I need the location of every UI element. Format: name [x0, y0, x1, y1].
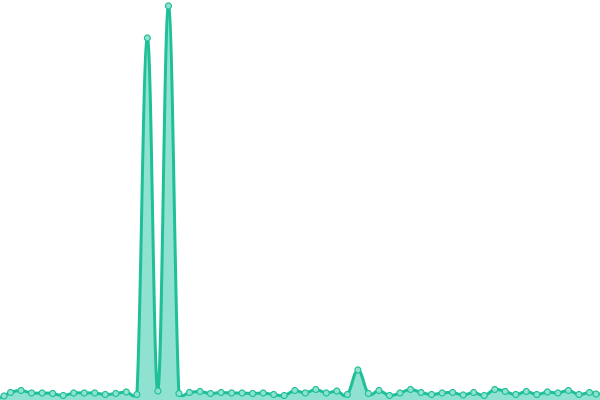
data-point	[438, 389, 446, 397]
data-point	[185, 388, 194, 397]
data-point	[175, 389, 183, 398]
data-point	[333, 387, 341, 395]
data-point	[227, 389, 236, 397]
data-point	[543, 388, 551, 396]
data-point	[343, 390, 351, 399]
data-point	[396, 389, 404, 397]
data-point	[491, 385, 499, 394]
data-point	[196, 387, 204, 396]
data-point	[354, 366, 362, 374]
data-point	[80, 389, 88, 397]
data-point	[270, 390, 278, 399]
data-point	[6, 388, 15, 397]
data-point	[533, 390, 541, 399]
data-point	[406, 385, 415, 394]
data-point	[592, 390, 600, 398]
data-point	[70, 389, 78, 397]
data-point	[522, 387, 530, 396]
data-point	[101, 390, 109, 399]
data-point	[470, 388, 478, 397]
data-point	[449, 388, 457, 397]
data-point	[206, 389, 215, 398]
data-point	[38, 389, 46, 397]
data-point	[59, 391, 67, 400]
data-point	[217, 388, 225, 397]
data-point	[312, 385, 320, 394]
data-point	[375, 386, 383, 395]
data-point	[480, 391, 488, 400]
data-point	[112, 389, 120, 398]
data-point	[259, 389, 267, 397]
data-point	[238, 389, 246, 397]
data-point	[427, 390, 436, 399]
data-point	[364, 389, 373, 398]
data-point	[49, 389, 57, 398]
data-point	[122, 388, 130, 396]
data-point	[0, 392, 8, 400]
data-point	[154, 387, 162, 395]
data-point	[280, 391, 288, 400]
data-point	[164, 2, 173, 10]
data-point	[301, 389, 309, 397]
data-point	[512, 390, 520, 399]
data-point	[249, 389, 257, 398]
data-point	[143, 34, 151, 42]
data-point	[575, 390, 583, 399]
data-point	[17, 386, 25, 395]
data-point	[459, 391, 467, 399]
data-point	[554, 389, 562, 397]
data-point	[385, 391, 394, 400]
data-point	[501, 387, 509, 396]
data-point	[564, 386, 573, 395]
series-line	[0, 4, 600, 400]
data-point	[91, 389, 99, 397]
series-area-fill	[0, 6, 600, 400]
data-point	[585, 388, 594, 397]
data-point	[417, 388, 425, 397]
data-point	[291, 386, 299, 395]
data-point	[322, 389, 330, 397]
data-point	[27, 389, 36, 397]
data-point	[133, 390, 141, 399]
